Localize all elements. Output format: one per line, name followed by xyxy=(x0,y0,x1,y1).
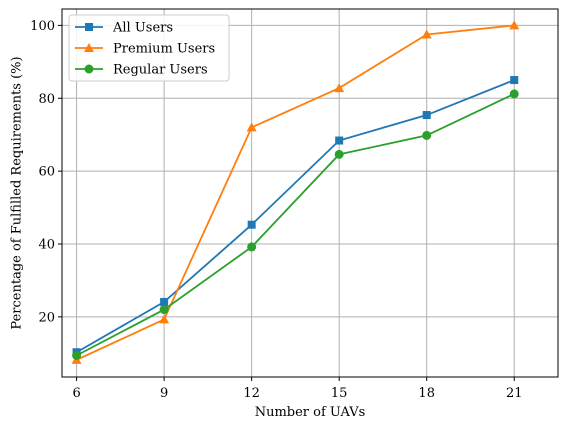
legend: All Users Premium Users Regular Users xyxy=(68,14,230,82)
legend-label: All Users xyxy=(112,21,173,36)
x-tick-label: 18 xyxy=(418,386,435,401)
series-all-users xyxy=(72,76,519,357)
legend-item: All Users xyxy=(75,21,173,36)
data-point xyxy=(160,297,169,306)
legend-marker xyxy=(85,23,93,31)
legend-item: Regular Users xyxy=(75,63,208,78)
series-layer xyxy=(71,20,520,364)
legend-label: Premium Users xyxy=(113,42,215,57)
y-tick-label: 80 xyxy=(38,92,55,107)
x-tick-label: 21 xyxy=(506,386,523,401)
x-tick-label: 15 xyxy=(331,386,348,401)
x-tick-label: 12 xyxy=(243,386,260,401)
x-tick-label: 6 xyxy=(72,386,80,401)
data-point xyxy=(159,305,169,315)
data-point xyxy=(422,130,432,140)
data-point xyxy=(246,122,257,132)
data-point xyxy=(159,314,170,324)
data-point xyxy=(509,89,519,99)
legend-label: Regular Users xyxy=(113,63,208,78)
data-point xyxy=(334,83,345,93)
y-axis-label: Percentage of Fulfilled Requirements (%) xyxy=(10,56,25,329)
data-point xyxy=(421,29,432,39)
series-line xyxy=(76,24,515,361)
series-premium-users xyxy=(71,20,520,364)
y-tick-label: 20 xyxy=(38,310,55,325)
series-regular-users xyxy=(72,89,519,361)
legend-marker xyxy=(84,64,94,74)
x-tick-label: 9 xyxy=(160,386,168,401)
series-line xyxy=(76,79,515,354)
data-point xyxy=(334,149,344,159)
plot-frame xyxy=(61,8,559,378)
series-line xyxy=(76,93,515,357)
legend-item: Premium Users xyxy=(75,42,215,57)
data-point xyxy=(335,136,344,145)
data-point xyxy=(72,351,82,361)
y-tick-label: 40 xyxy=(38,238,55,253)
data-point xyxy=(247,220,256,229)
y-tick-label: 100 xyxy=(30,19,55,34)
data-point xyxy=(509,20,520,30)
y-tick-label: 60 xyxy=(38,165,55,180)
x-axis-label: Number of UAVs xyxy=(255,405,366,420)
data-point xyxy=(510,76,519,85)
ticks: 6 9 12 15 18 21 20 40 60 80 100 xyxy=(30,19,522,401)
data-point xyxy=(247,242,257,252)
data-point xyxy=(422,111,431,120)
legend-marker xyxy=(84,43,94,52)
legend-box xyxy=(68,14,230,82)
